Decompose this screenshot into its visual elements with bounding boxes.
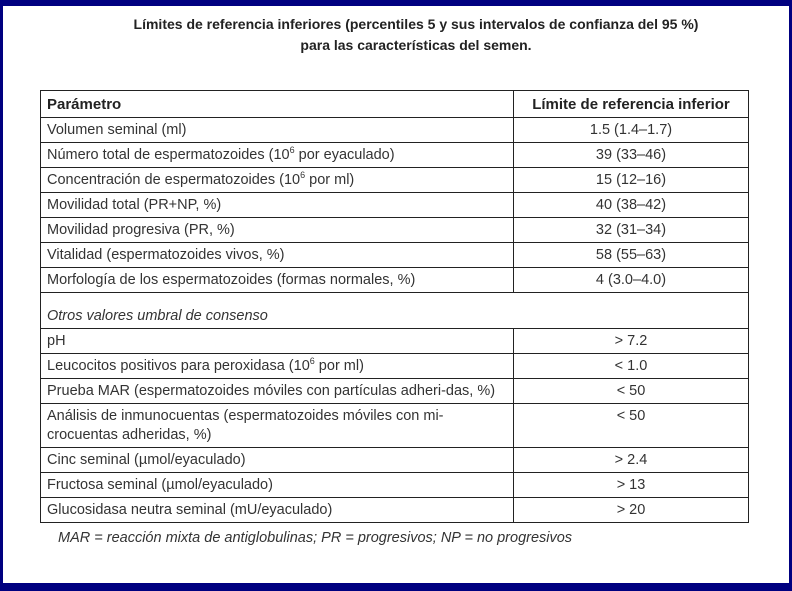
param-cell: Fructosa seminal (µmol/eyaculado) <box>40 472 514 498</box>
table-row: Análisis de inmunocuentas (espermatozoid… <box>40 403 749 448</box>
param-cell: Vitalidad (espermatozoides vivos, %) <box>40 242 514 268</box>
superscript: 6 <box>289 145 295 156</box>
table-row: pH > 7.2 <box>40 328 749 354</box>
header-limit: Límite de referencia inferior <box>513 90 749 118</box>
table-row: Fructosa seminal (µmol/eyaculado) > 13 <box>40 472 749 498</box>
table-row: Leucocitos positivos para peroxidasa (10… <box>40 353 749 379</box>
superscript: 6 <box>309 356 315 367</box>
table-row: Cinc seminal (µmol/eyaculado) > 2.4 <box>40 447 749 473</box>
table-row: Volumen seminal (ml) 1.5 (1.4–1.7) <box>40 117 749 143</box>
param-cell: Análisis de inmunocuentas (espermatozoid… <box>40 403 514 448</box>
value-cell: 15 (12–16) <box>513 167 749 193</box>
value-cell: 40 (38–42) <box>513 192 749 218</box>
param-cell: Movilidad progresiva (PR, %) <box>40 217 514 243</box>
param-cell: Número total de espermatozoides (106 por… <box>40 142 514 168</box>
value-cell: > 20 <box>513 497 749 523</box>
param-cell: Concentración de espermatozoides (106 po… <box>40 167 514 193</box>
param-text: por ml) <box>314 358 364 374</box>
param-text: Leucocitos positivos para peroxidasa (10 <box>47 358 310 374</box>
param-cell: Leucocitos positivos para peroxidasa (10… <box>40 353 514 379</box>
footnote: MAR = reacción mixta de antiglobulinas; … <box>58 530 573 546</box>
section-row: Otros valores umbral de consenso <box>40 292 749 329</box>
document-page: Límites de referencia inferiores (percen… <box>3 6 789 583</box>
section-heading: Otros valores umbral de consenso <box>40 292 749 329</box>
param-cell: pH <box>40 328 514 354</box>
header-parameter: Parámetro <box>40 90 514 118</box>
param-cell: Prueba MAR (espermatozoides móviles con … <box>40 378 514 404</box>
value-cell: 32 (31–34) <box>513 217 749 243</box>
table-row: Prueba MAR (espermatozoides móviles con … <box>40 378 749 404</box>
param-text: Concentración de espermatozoides (10 <box>47 172 301 188</box>
param-text: por eyaculado) <box>294 147 395 163</box>
value-cell: < 1.0 <box>513 353 749 379</box>
superscript: 6 <box>300 170 306 181</box>
table-row: Movilidad progresiva (PR, %) 32 (31–34) <box>40 217 749 243</box>
param-cell: Movilidad total (PR+NP, %) <box>40 192 514 218</box>
param-cell: Volumen seminal (ml) <box>40 117 514 143</box>
value-cell: 4 (3.0–4.0) <box>513 267 749 293</box>
value-cell: 39 (33–46) <box>513 142 749 168</box>
table-title: Límites de referencia inferiores (percen… <box>3 14 789 56</box>
value-cell: < 50 <box>513 378 749 404</box>
value-cell: > 13 <box>513 472 749 498</box>
table-row: Vitalidad (espermatozoides vivos, %) 58 (… <box>40 242 749 268</box>
reference-table: Parámetro Límite de referencia inferior … <box>40 90 749 523</box>
param-text: Número total de espermatozoides (10 <box>47 147 290 163</box>
param-cell: Glucosidasa neutra seminal (mU/eyaculado… <box>40 497 514 523</box>
param-cell: Cinc seminal (µmol/eyaculado) <box>40 447 514 473</box>
header-row: Parámetro Límite de referencia inferior <box>40 90 749 118</box>
title-line-1: Límites de referencia inferiores (percen… <box>133 16 699 32</box>
table-row: Concentración de espermatozoides (106 po… <box>40 167 749 193</box>
table-row: Número total de espermatozoides (106 por… <box>40 142 749 168</box>
value-cell: < 50 <box>513 403 749 448</box>
value-cell: 1.5 (1.4–1.7) <box>513 117 749 143</box>
param-cell: Morfología de los espermatozoides (forma… <box>40 267 514 293</box>
table-row: Glucosidasa neutra seminal (mU/eyaculado… <box>40 497 749 523</box>
value-cell: 58 (55–63) <box>513 242 749 268</box>
table-row: Morfología de los espermatozoides (forma… <box>40 267 749 293</box>
table-row: Movilidad total (PR+NP, %) 40 (38–42) <box>40 192 749 218</box>
value-cell: > 2.4 <box>513 447 749 473</box>
value-cell: > 7.2 <box>513 328 749 354</box>
param-text: por ml) <box>305 172 355 188</box>
title-line-2: para las características del semen. <box>300 37 532 53</box>
